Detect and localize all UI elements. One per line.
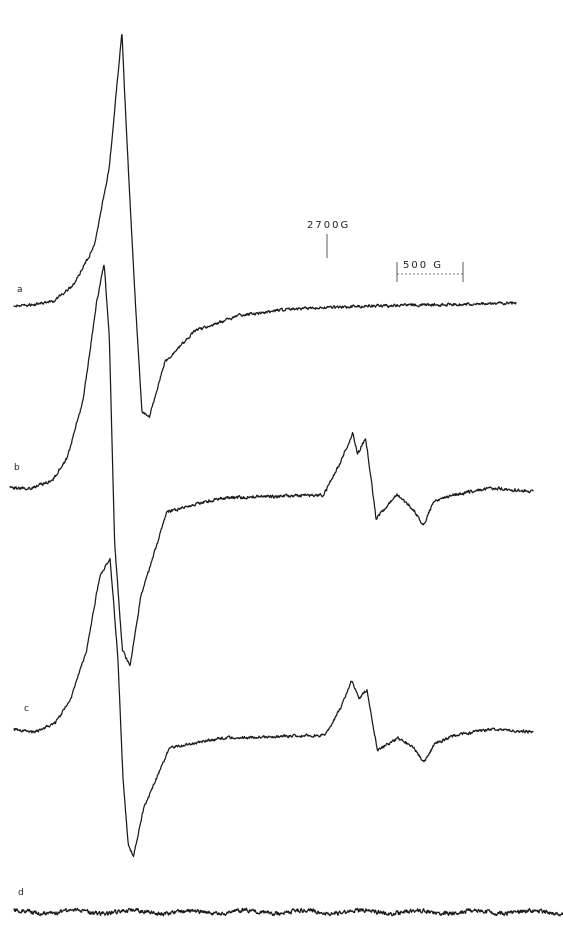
- trace-label-a: a: [17, 285, 23, 295]
- field-marker: 2700G: [307, 220, 350, 258]
- trace-c: [13, 557, 534, 858]
- trace-d: [13, 907, 563, 917]
- spectrum-labels: a b c d: [14, 285, 29, 898]
- scale-bar: 500 G: [396, 260, 464, 282]
- trace-a: [13, 33, 517, 419]
- trace-label-d: d: [18, 888, 24, 898]
- trace-label-c: c: [24, 704, 29, 714]
- trace-label-b: b: [14, 463, 20, 473]
- scale-bar-label: 500 G: [403, 260, 443, 271]
- trace-b: [9, 264, 534, 667]
- spectrum-traces: [9, 33, 563, 917]
- field-marker-label: 2700G: [307, 220, 350, 231]
